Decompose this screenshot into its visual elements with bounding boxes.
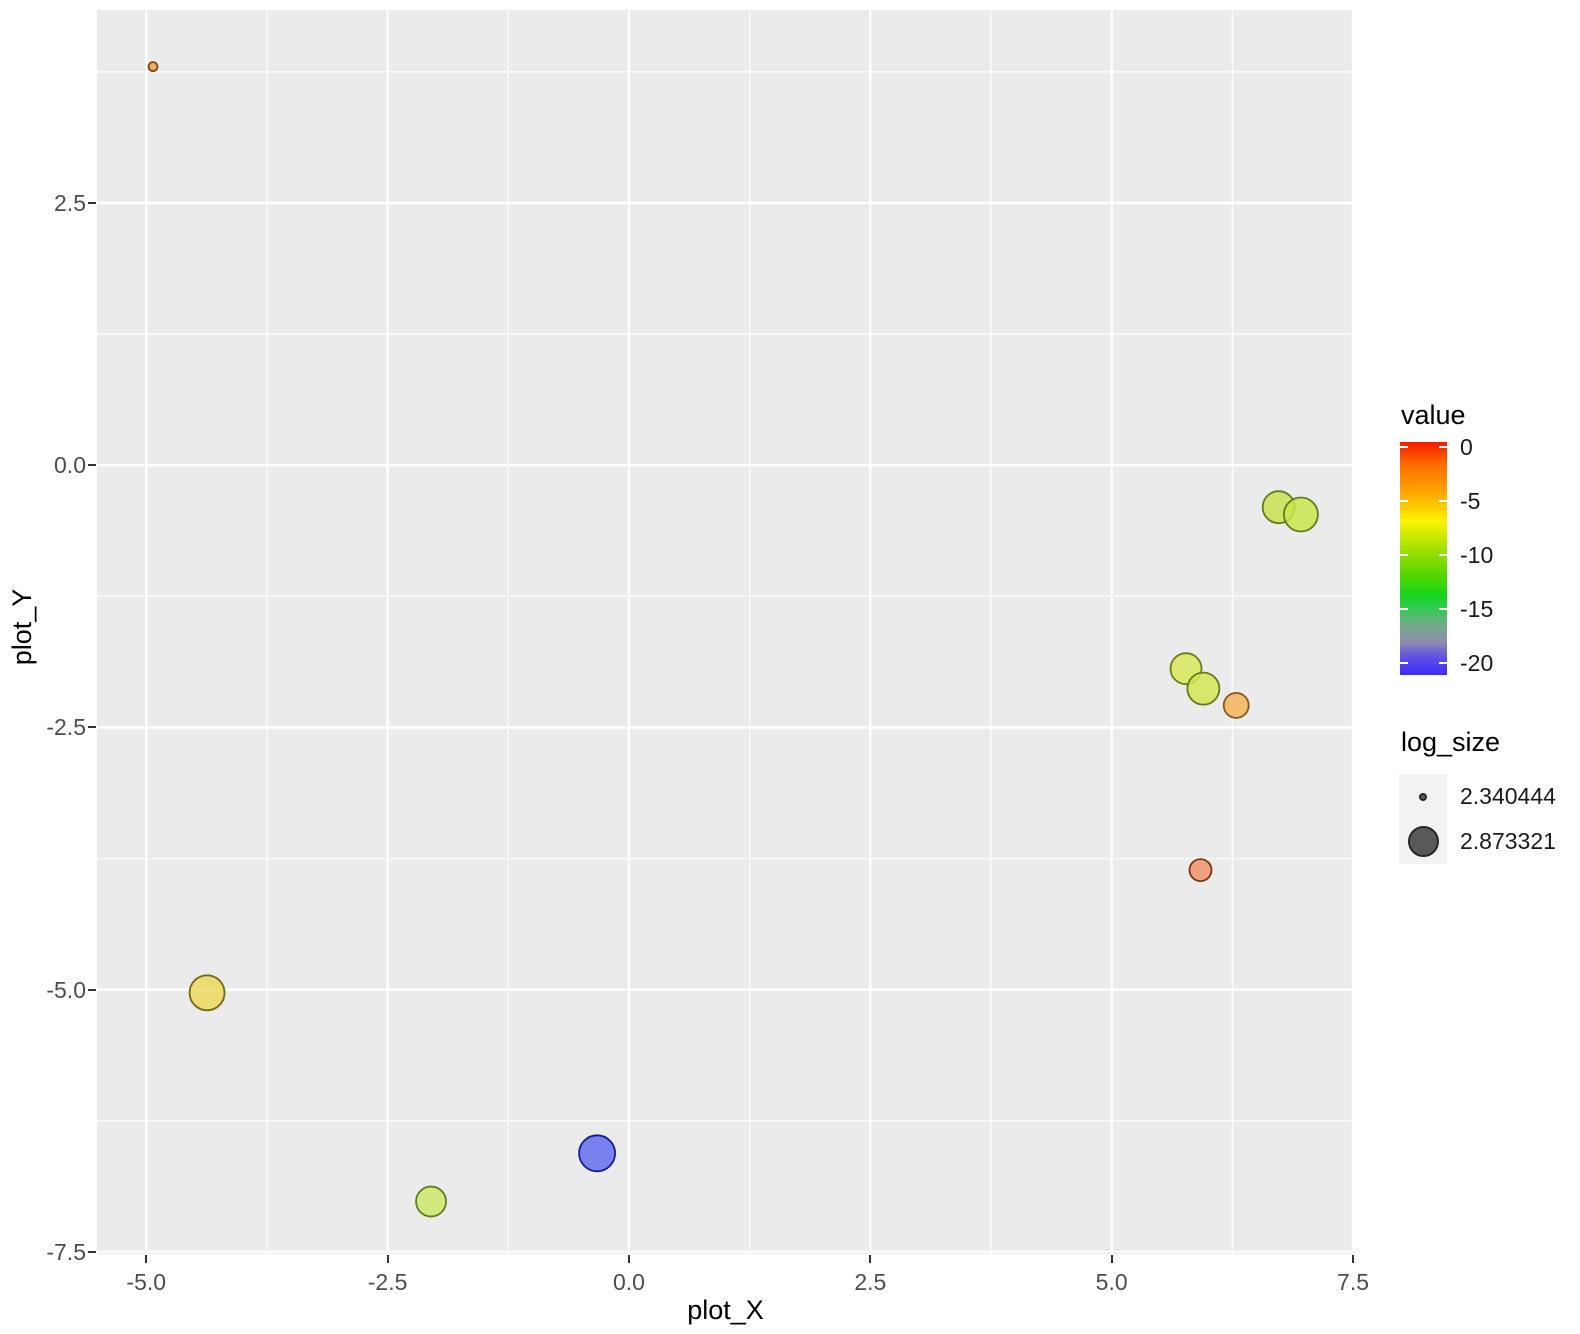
x-tick-label: -5.0	[126, 1269, 167, 1295]
data-point	[1186, 671, 1221, 706]
data-point	[188, 974, 226, 1012]
x-tick-mark	[627, 1255, 630, 1263]
size-legend-label: 2.340444	[1460, 783, 1556, 809]
y-tick-label: -2.5	[46, 714, 86, 741]
data-point	[415, 1185, 447, 1218]
y-tick-label: 2.5	[54, 189, 86, 216]
data-point	[1283, 496, 1319, 533]
x-tick-mark	[1352, 1255, 1355, 1263]
y-tick-label: -7.5	[46, 1238, 86, 1265]
colorbar-tick-label: -15	[1460, 596, 1494, 623]
plot-panel	[97, 10, 1354, 1254]
size-legend-title: log_size	[1401, 727, 1501, 757]
colorbar-tick-right	[1439, 500, 1447, 503]
colorbar-tick-left	[1400, 446, 1408, 449]
color-gradient-bar	[1400, 442, 1447, 675]
x-tick-mark	[145, 1255, 148, 1263]
size-legend-dot	[1419, 792, 1427, 801]
y-tick-mark	[88, 988, 96, 991]
data-point	[1222, 692, 1250, 719]
x-tick-mark	[1110, 1255, 1113, 1263]
colorbar-tick-left	[1400, 608, 1408, 611]
x-tick-label: 5.0	[1095, 1269, 1128, 1295]
colorbar-tick-left	[1400, 662, 1408, 665]
x-tick-mark	[386, 1255, 389, 1263]
y-tick-label: 0.0	[54, 452, 86, 479]
colorbar-tick-label: -5	[1460, 488, 1481, 515]
y-tick-mark	[88, 726, 96, 729]
y-axis-title: plot_Y	[7, 588, 37, 666]
size-legend-label: 2.873321	[1460, 828, 1556, 854]
scatter-plot-canvas	[97, 10, 1354, 1254]
color-legend-title: value	[1401, 400, 1466, 430]
x-tick-mark	[869, 1255, 872, 1263]
colorbar-tick-right	[1439, 662, 1447, 665]
x-tick-label: 0.0	[612, 1269, 645, 1295]
x-tick-label: 7.5	[1337, 1269, 1370, 1295]
y-tick-mark	[88, 1250, 96, 1253]
colorbar-tick-label: -20	[1460, 650, 1494, 677]
colorbar-tick-left	[1400, 554, 1408, 557]
colorbar-tick-right	[1439, 608, 1447, 611]
colorbar-tick-right	[1439, 554, 1447, 557]
colorbar-tick-left	[1400, 500, 1408, 503]
y-tick-mark	[88, 464, 96, 467]
x-tick-label: 2.5	[854, 1269, 887, 1295]
x-axis-title: plot_X	[687, 1295, 764, 1325]
data-point	[147, 61, 159, 73]
colorbar-tick-right	[1439, 446, 1447, 449]
colorbar-tick-label: -10	[1460, 542, 1494, 569]
y-tick-mark	[88, 201, 96, 204]
y-tick-label: -5.0	[46, 976, 86, 1003]
x-tick-label: -2.5	[367, 1269, 408, 1295]
colorbar-tick-label: 0	[1460, 434, 1473, 461]
data-point	[578, 1134, 616, 1173]
size-legend-dot	[1407, 826, 1439, 857]
data-point	[1188, 858, 1213, 883]
